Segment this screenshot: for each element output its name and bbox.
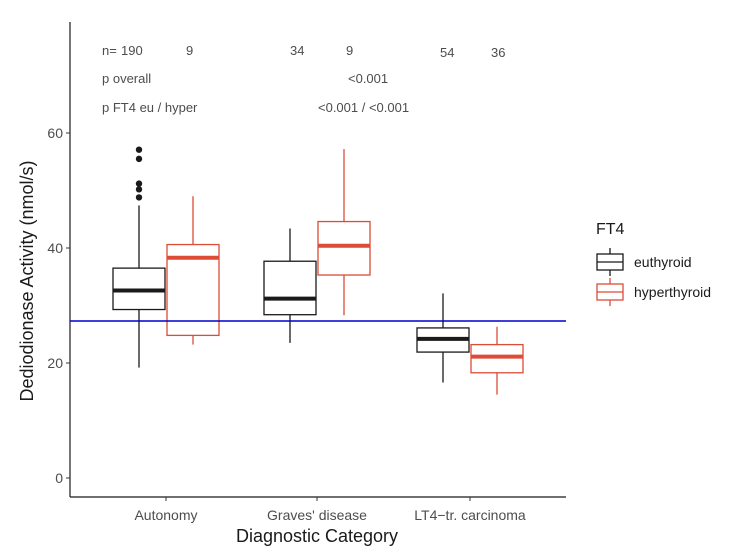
x-axis-title: Diagnostic Category — [236, 526, 398, 546]
p-ft4-label: p FT4 eu / hyper — [102, 100, 198, 115]
legend-label-euthyroid: euthyroid — [634, 254, 692, 270]
n-value-euthyroid-graves: 34 — [290, 43, 304, 58]
y-tick-label: 60 — [47, 125, 63, 141]
legend: FT4 euthyroid hyperthyroid — [596, 221, 711, 306]
annotations: n= 190 9 34 9 54 36 p overall <0.001 p F… — [102, 43, 505, 115]
box-outlier — [135, 180, 143, 187]
legend-title: FT4 — [596, 221, 625, 238]
n-value-hyperthyroid-autonomy: 9 — [186, 43, 193, 58]
p-ft4-value: <0.001 / <0.001 — [318, 100, 409, 115]
p-overall-value: <0.001 — [348, 71, 388, 86]
box-iqr — [263, 260, 317, 316]
n-value-hyperthyroid-carcinoma: 36 — [491, 45, 505, 60]
p-overall-label: p overall — [102, 71, 151, 86]
y-axis-title: Dediodionase Activity (nmol/s) — [17, 160, 37, 401]
n-value-euthyroid-autonomy: 190 — [121, 43, 143, 58]
box-outlier — [135, 146, 143, 153]
box-iqr — [317, 220, 371, 276]
y-tick-label: 20 — [47, 355, 63, 371]
x-tick-label: LT4−tr. carcinoma — [414, 507, 526, 523]
box-outlier — [135, 155, 143, 163]
legend-label-hyperthyroid: hyperthyroid — [634, 284, 711, 300]
x-tick-label: Autonomy — [134, 507, 197, 523]
box-iqr — [470, 343, 524, 374]
x-tick-label: Graves' disease — [267, 507, 367, 523]
n-value-hyperthyroid-graves: 9 — [346, 43, 353, 58]
box-outlier — [135, 186, 143, 193]
y-tick-label: 40 — [47, 240, 63, 256]
box-outlier — [135, 194, 143, 201]
y-tick-label: 0 — [55, 470, 63, 486]
n-value-euthyroid-carcinoma: 54 — [440, 45, 454, 60]
n-label: n= — [102, 43, 117, 58]
